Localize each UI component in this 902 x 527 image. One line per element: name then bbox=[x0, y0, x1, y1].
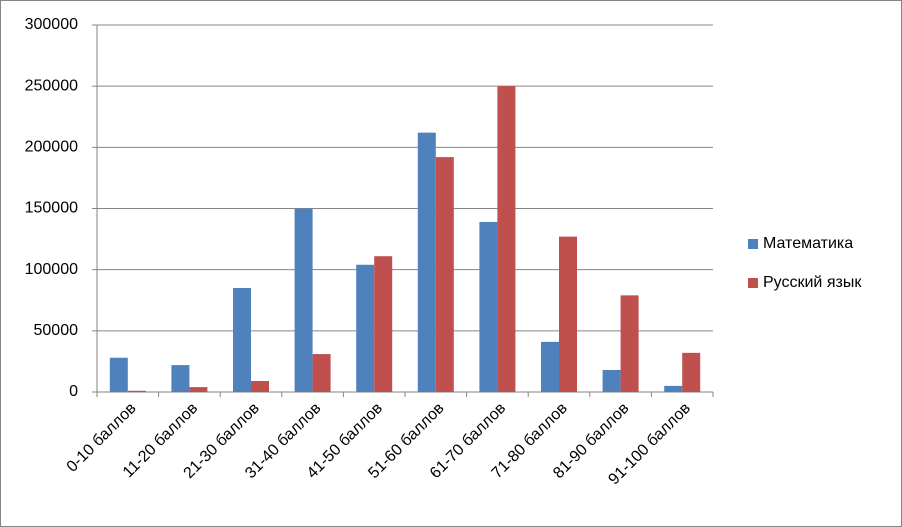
bar bbox=[251, 380, 269, 392]
bar bbox=[602, 369, 621, 392]
bar bbox=[374, 256, 393, 392]
y-tick-label: 100000 bbox=[25, 261, 78, 278]
bar bbox=[417, 132, 436, 393]
y-tick-label: 0 bbox=[69, 383, 78, 400]
y-tick-label: 150000 bbox=[25, 200, 78, 217]
legend-label: Математика bbox=[763, 235, 853, 252]
bar bbox=[620, 295, 639, 392]
bar bbox=[356, 264, 375, 392]
bar bbox=[682, 352, 701, 392]
bar bbox=[171, 365, 190, 392]
bar bbox=[233, 288, 251, 392]
bar bbox=[109, 357, 128, 392]
legend-swatch bbox=[748, 239, 758, 249]
bar bbox=[312, 354, 331, 392]
y-tick-label: 300000 bbox=[25, 16, 78, 33]
bar bbox=[189, 387, 208, 392]
y-tick-label: 250000 bbox=[25, 77, 78, 94]
bar bbox=[294, 208, 313, 392]
bar bbox=[664, 385, 683, 392]
y-tick-label: 200000 bbox=[25, 139, 78, 156]
bar bbox=[479, 221, 498, 392]
bar bbox=[497, 86, 516, 393]
bar bbox=[541, 341, 559, 392]
bar bbox=[127, 390, 146, 392]
bar bbox=[435, 157, 454, 392]
legend-label: Русский язык bbox=[763, 274, 862, 291]
legend-swatch bbox=[748, 278, 758, 288]
bar bbox=[559, 236, 577, 392]
y-tick-label: 50000 bbox=[34, 322, 79, 339]
